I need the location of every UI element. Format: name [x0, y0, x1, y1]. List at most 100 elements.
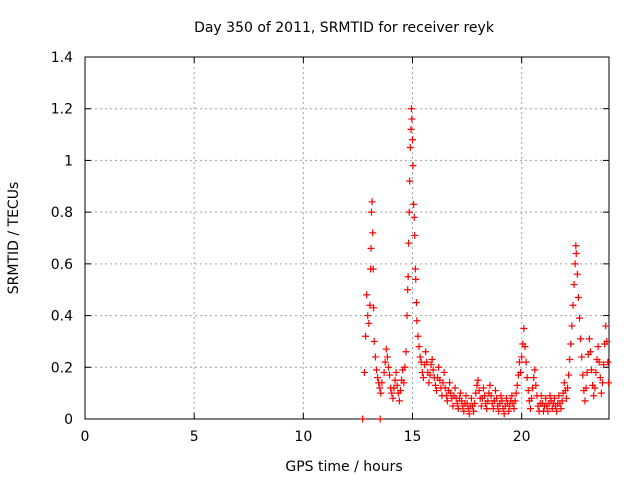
data-point	[427, 361, 435, 369]
data-point	[384, 363, 392, 371]
data-point	[407, 105, 415, 113]
data-point	[592, 368, 600, 376]
data-point	[542, 394, 550, 402]
data-point	[467, 394, 475, 402]
data-point	[389, 394, 397, 402]
data-point	[520, 325, 528, 332]
data-point	[515, 358, 523, 366]
data-point	[582, 384, 590, 392]
data-point	[409, 162, 417, 170]
data-point	[517, 368, 525, 376]
data-point	[422, 348, 430, 356]
data-point	[369, 229, 377, 237]
data-point	[416, 353, 424, 361]
data-point	[401, 363, 409, 371]
data-point	[407, 125, 415, 133]
y-tick-label-0: 0	[64, 412, 73, 428]
data-point	[406, 144, 414, 151]
data-point	[381, 358, 389, 366]
x-tick-label-0: 0	[81, 429, 90, 445]
data-point	[374, 374, 382, 382]
x-tick-label-2: 10	[294, 429, 312, 445]
data-point	[532, 381, 540, 389]
data-point	[410, 200, 418, 208]
data-point	[571, 260, 579, 268]
data-point	[377, 389, 385, 397]
data-point	[576, 314, 584, 322]
data-point	[544, 407, 552, 415]
data-point	[462, 392, 470, 400]
data-point	[395, 397, 403, 405]
data-point	[502, 394, 510, 402]
data-point	[574, 293, 582, 301]
data-point	[364, 312, 372, 320]
data-point	[400, 379, 408, 387]
data-point	[588, 366, 596, 374]
data-point	[393, 381, 401, 389]
data-point	[511, 397, 519, 405]
data-point	[362, 332, 370, 340]
data-point	[523, 374, 531, 382]
data-point	[489, 405, 497, 413]
data-point	[598, 379, 606, 387]
data-point	[382, 345, 390, 353]
data-point	[531, 366, 539, 374]
data-point	[560, 379, 568, 387]
data-point	[396, 387, 404, 395]
data-point	[567, 340, 575, 348]
x-axis-label: GPS time / hours	[285, 459, 402, 475]
data-point	[446, 379, 454, 387]
data-point	[566, 356, 574, 364]
data-point	[564, 384, 572, 392]
y-tick-label-2: 0.4	[51, 309, 73, 325]
data-point	[435, 363, 443, 371]
data-point	[500, 410, 508, 418]
data-point	[569, 301, 577, 309]
data-point	[530, 374, 538, 382]
data-point	[451, 384, 459, 392]
data-point	[594, 343, 602, 351]
data-point	[425, 379, 433, 387]
data-point	[473, 381, 481, 389]
data-point	[372, 366, 380, 374]
data-point	[493, 394, 501, 402]
data-point	[497, 392, 505, 400]
data-point	[475, 387, 483, 395]
y-tick-label-1: 0.2	[51, 360, 73, 376]
data-point	[408, 115, 416, 123]
y-tick-label-4: 0.8	[51, 205, 73, 221]
data-point	[597, 389, 605, 397]
data-point	[391, 376, 399, 384]
data-point	[404, 286, 412, 294]
data-point	[537, 392, 545, 400]
data-point	[403, 312, 411, 320]
data-point	[405, 239, 413, 247]
data-point	[581, 397, 589, 405]
data-point	[367, 208, 375, 216]
axes	[84, 56, 610, 420]
data-point	[481, 392, 489, 400]
data-point	[605, 379, 613, 387]
data-point	[376, 415, 384, 423]
data-point	[371, 353, 379, 361]
grid-lines	[85, 57, 609, 419]
data-point	[495, 407, 503, 415]
data-point	[443, 397, 451, 405]
data-point	[498, 397, 506, 405]
data-point	[484, 397, 492, 405]
data-point	[411, 231, 419, 239]
data-point	[513, 381, 521, 389]
data-point	[449, 402, 457, 410]
data-point	[465, 410, 473, 418]
data-point	[423, 358, 431, 366]
data-point	[479, 384, 487, 392]
data-point	[522, 358, 530, 366]
data-point	[477, 402, 485, 410]
data-point	[586, 348, 594, 356]
data-point	[518, 353, 526, 361]
data-point	[411, 265, 419, 273]
data-point	[562, 394, 570, 402]
data-point	[470, 407, 478, 415]
data-point	[412, 299, 420, 307]
